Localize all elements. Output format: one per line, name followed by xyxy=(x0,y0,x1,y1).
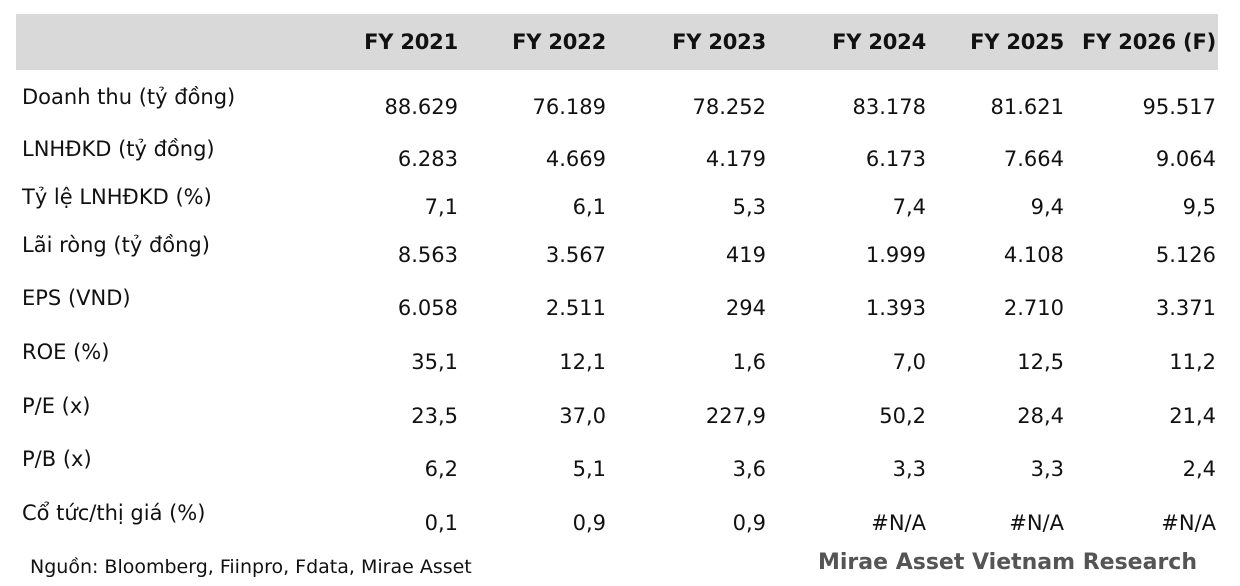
table-cell: 35,1 xyxy=(411,350,458,374)
table-cell: 4.669 xyxy=(545,147,606,171)
table-row: EPS (VND) 6.058 2.511 294 1.393 2.710 3.… xyxy=(16,285,1218,339)
table-cell: 6,2 xyxy=(424,457,458,481)
table-cell: 37,0 xyxy=(559,404,606,428)
table-cell: 7,1 xyxy=(424,195,458,219)
table-cell: 28,4 xyxy=(1017,404,1064,428)
table-cell: 12,1 xyxy=(559,350,606,374)
table-cell: 227,9 xyxy=(705,404,766,428)
table-cell: 4.179 xyxy=(705,147,766,171)
table-cell: 3,6 xyxy=(732,457,766,481)
table-cell: #N/A xyxy=(1161,511,1216,535)
table-cell: 7,4 xyxy=(892,195,926,219)
table-cell: 95.517 xyxy=(1142,95,1216,119)
table-cell: 21,4 xyxy=(1169,404,1216,428)
row-label: ROE (%) xyxy=(22,340,110,364)
table-row: LNHĐKD (tỷ đồng) 6.283 4.669 4.179 6.173… xyxy=(16,136,1218,190)
research-brand: Mirae Asset Vietnam Research xyxy=(818,550,1198,575)
header-fy2026f: FY 2026 (F) xyxy=(1082,30,1216,54)
table-cell: 2,4 xyxy=(1182,457,1216,481)
table-cell: 12,5 xyxy=(1017,350,1064,374)
table-header-row: FY 2021 FY 2022 FY 2023 FY 2024 FY 2025 … xyxy=(16,14,1218,70)
table-cell: 50,2 xyxy=(879,404,926,428)
table-row: Cổ tức/thị giá (%) 0,1 0,9 0,9 #N/A #N/A… xyxy=(16,500,1218,554)
table-cell: 1.999 xyxy=(865,243,926,267)
table-cell: 0,9 xyxy=(732,511,766,535)
header-fy2023: FY 2023 xyxy=(672,30,766,54)
table-cell: 3,3 xyxy=(892,457,926,481)
table-cell: 76.189 xyxy=(532,95,606,119)
table-cell: 9,5 xyxy=(1182,195,1216,219)
header-fy2021: FY 2021 xyxy=(364,30,458,54)
row-label: Cổ tức/thị giá (%) xyxy=(22,501,206,525)
row-label: P/B (x) xyxy=(22,447,92,471)
table-row: P/B (x) 6,2 5,1 3,6 3,3 3,3 2,4 xyxy=(16,446,1218,500)
table-cell: 88.629 xyxy=(384,95,458,119)
table-cell: 1.393 xyxy=(865,296,926,320)
header-fy2022: FY 2022 xyxy=(512,30,606,54)
table-cell: 9,4 xyxy=(1030,195,1064,219)
table-row: P/E (x) 23,5 37,0 227,9 50,2 28,4 21,4 xyxy=(16,393,1218,447)
table-cell: 1,6 xyxy=(732,350,766,374)
table-cell: 81.621 xyxy=(990,95,1064,119)
table-row: Tỷ lệ LNHĐKD (%) 7,1 6,1 5,3 7,4 9,4 9,5 xyxy=(16,184,1218,238)
row-label: EPS (VND) xyxy=(22,286,131,310)
table-row: Doanh thu (tỷ đồng) 88.629 76.189 78.252… xyxy=(16,84,1218,138)
table-cell: 7.664 xyxy=(1003,147,1064,171)
table-cell: 9.064 xyxy=(1155,147,1216,171)
table-cell: 3.371 xyxy=(1155,296,1216,320)
table-cell: 6.283 xyxy=(397,147,458,171)
table-cell: 2.511 xyxy=(545,296,606,320)
table-cell: 3,3 xyxy=(1030,457,1064,481)
row-label: P/E (x) xyxy=(22,394,91,418)
table-cell: 0,9 xyxy=(572,511,606,535)
table-cell: 0,1 xyxy=(424,511,458,535)
row-label: Lãi ròng (tỷ đồng) xyxy=(22,233,210,257)
table-cell: 6.173 xyxy=(865,147,926,171)
table-cell: 294 xyxy=(725,296,766,320)
table-cell: 6,1 xyxy=(572,195,606,219)
table-cell: 4.108 xyxy=(1003,243,1064,267)
table-cell: 83.178 xyxy=(852,95,926,119)
header-fy2025: FY 2025 xyxy=(970,30,1064,54)
header-fy2024: FY 2024 xyxy=(832,30,926,54)
table-cell: 2.710 xyxy=(1003,296,1064,320)
table-cell: 11,2 xyxy=(1169,350,1216,374)
row-label: LNHĐKD (tỷ đồng) xyxy=(22,137,215,161)
table-cell: 23,5 xyxy=(411,404,458,428)
table-row: ROE (%) 35,1 12,1 1,6 7,0 12,5 11,2 xyxy=(16,339,1218,393)
table-cell: 3.567 xyxy=(545,243,606,267)
table-row: Lãi ròng (tỷ đồng) 8.563 3.567 419 1.999… xyxy=(16,232,1218,286)
table-cell: 419 xyxy=(725,243,766,267)
table-cell: 8.563 xyxy=(397,243,458,267)
table-cell: #N/A xyxy=(871,511,926,535)
source-note: Nguồn: Bloomberg, Fiinpro, Fdata, Mirae … xyxy=(30,556,472,578)
table-cell: 5.126 xyxy=(1155,243,1216,267)
row-label: Tỷ lệ LNHĐKD (%) xyxy=(22,185,212,209)
table-cell: 7,0 xyxy=(892,350,926,374)
table-cell: 5,1 xyxy=(572,457,606,481)
table-cell: 6.058 xyxy=(397,296,458,320)
row-label: Doanh thu (tỷ đồng) xyxy=(22,85,236,109)
table-cell: #N/A xyxy=(1009,511,1064,535)
table-cell: 78.252 xyxy=(692,95,766,119)
table-cell: 5,3 xyxy=(732,195,766,219)
